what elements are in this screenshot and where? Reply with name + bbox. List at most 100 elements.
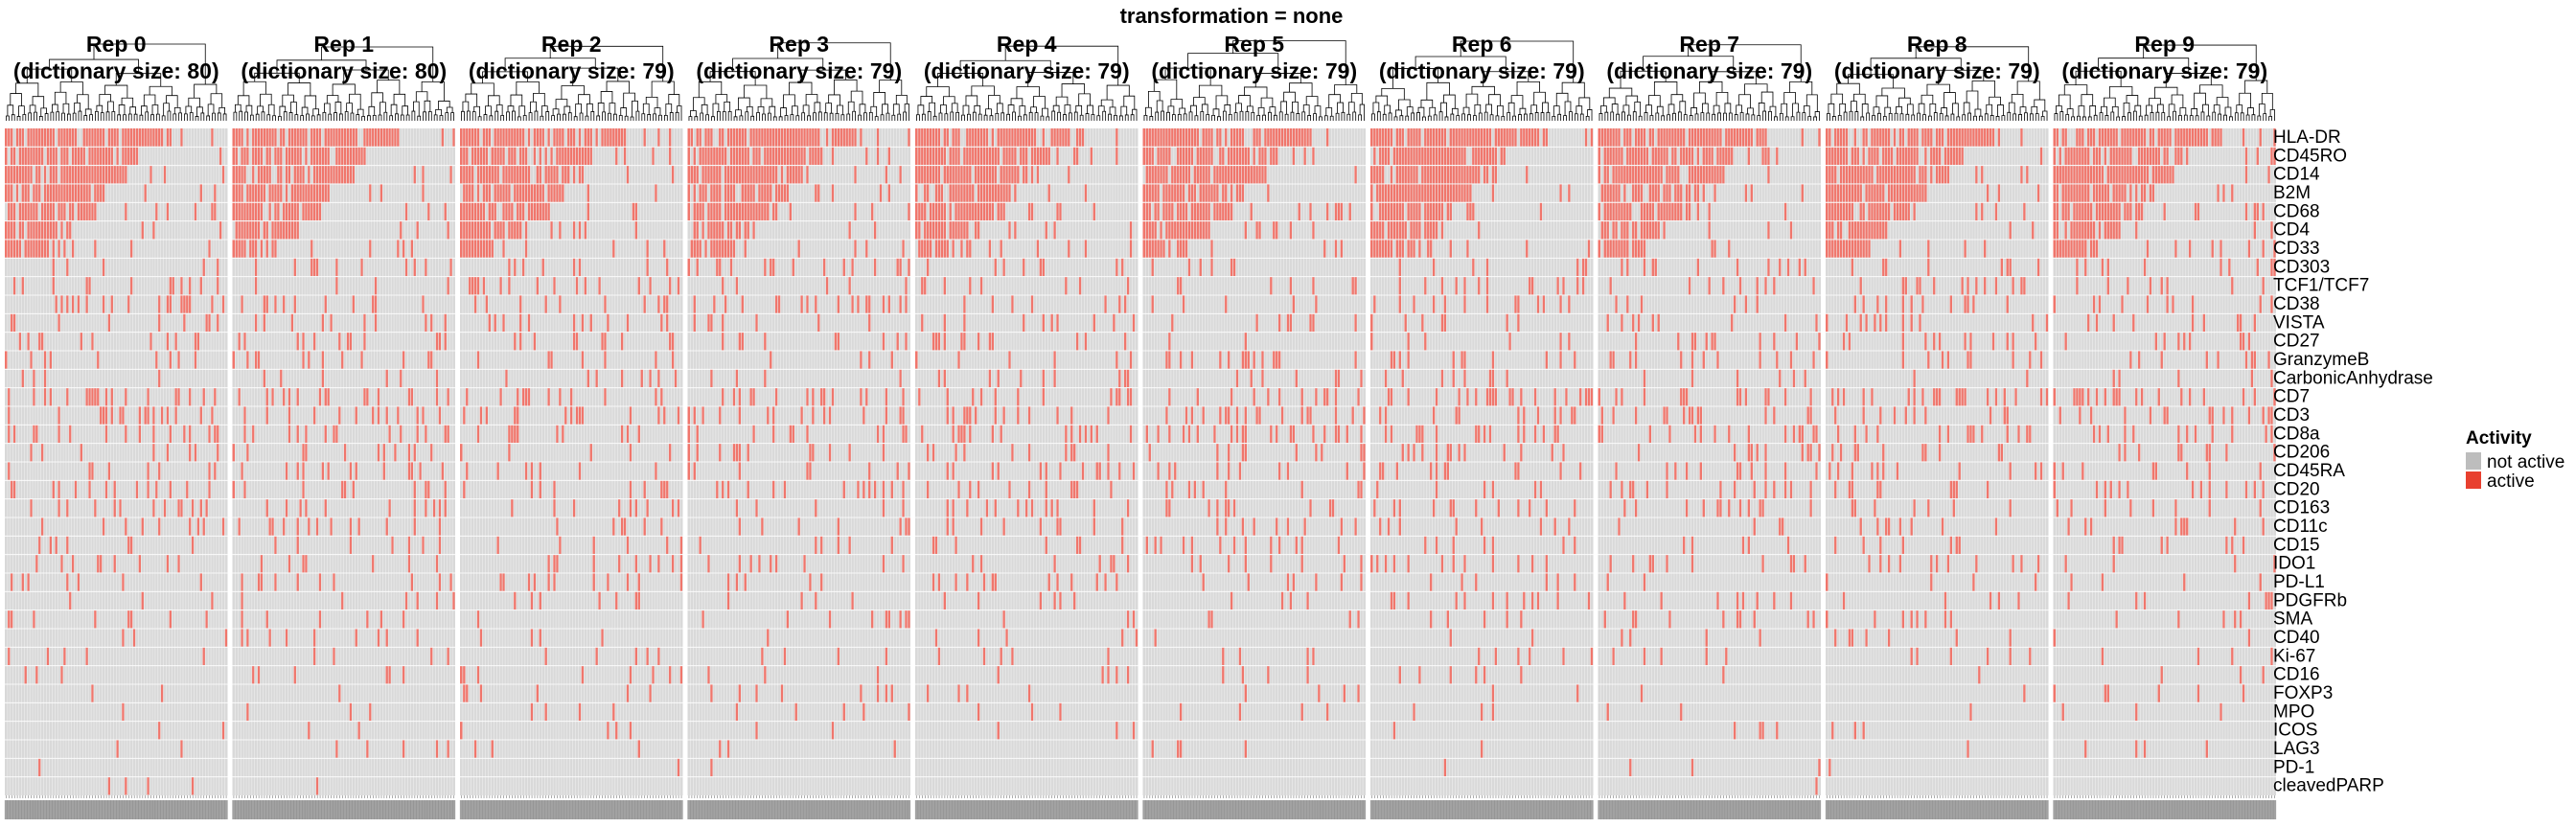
heatmap-cell-active	[917, 387, 921, 406]
heatmap-cell-active	[363, 332, 366, 351]
heatmap-cell-active	[315, 184, 319, 202]
heatmap-cell-active	[468, 220, 472, 240]
heatmap-cell-active	[893, 740, 896, 758]
heatmap-cell-active	[462, 480, 466, 499]
column-tick-label	[18, 800, 22, 819]
heatmap-cell-active	[726, 220, 730, 240]
heatmap-cell-active	[52, 147, 55, 166]
heatmap-cell-active	[265, 610, 268, 629]
heatmap-cell-active	[794, 147, 797, 166]
heatmap-cell-active	[521, 202, 525, 221]
dendrogram-branch	[1012, 111, 1016, 121]
heatmap-cell-active	[55, 536, 58, 555]
heatmap-cell-active	[296, 128, 299, 147]
heatmap-cell-active	[1413, 147, 1415, 166]
column-tick-label	[1170, 800, 1175, 819]
heatmap-cell-active	[1269, 276, 1273, 295]
column-tick-label	[578, 800, 582, 819]
column-tick-label	[867, 800, 871, 819]
heatmap-cell-active	[1280, 128, 1284, 147]
heatmap-cell-active	[479, 406, 483, 425]
heatmap-cell-active	[324, 387, 327, 406]
heatmap-cell-active	[1022, 165, 1025, 184]
heatmap-cell-active	[923, 202, 927, 221]
heatmap-cell-active	[1084, 184, 1088, 202]
heatmap-cell-active	[402, 665, 405, 684]
column-tick-label	[191, 800, 195, 819]
heatmap-cell-active	[12, 240, 16, 258]
heatmap-cell-active	[30, 128, 33, 147]
dendrogram-branch	[1292, 101, 1299, 114]
dendrogram-branch	[850, 90, 863, 104]
heatmap-cell-active	[902, 387, 905, 406]
heatmap-cell-active	[74, 480, 78, 499]
heatmap-cell-active	[614, 147, 618, 166]
column-tick-label	[494, 800, 497, 819]
heatmap-cell-active	[27, 202, 30, 221]
dendrogram-branch	[1251, 111, 1255, 121]
dendrogram-branch	[461, 110, 465, 121]
heatmap-cell-active	[68, 202, 72, 221]
heatmap-cell-active	[687, 406, 691, 425]
heatmap-cell-active	[665, 313, 669, 333]
column-tick-label	[747, 800, 750, 819]
heatmap-cell-active	[1205, 128, 1208, 147]
heatmap-cell-active	[34, 147, 38, 166]
heatmap-cell-active	[1190, 184, 1194, 202]
heatmap-cell-active	[1277, 351, 1281, 369]
column-tick-label	[1230, 800, 1233, 819]
heatmap-cell-active	[771, 258, 775, 277]
heatmap-cell-active	[263, 295, 265, 313]
dendrogram-branch	[218, 106, 225, 114]
heatmap-cell-active	[1078, 276, 1082, 295]
column-tick-label	[188, 800, 192, 819]
heatmap-cell-active	[988, 332, 992, 351]
column-tick-label	[1036, 800, 1040, 819]
heatmap-cell-active	[1081, 128, 1085, 147]
heatmap-cell-active	[1132, 462, 1136, 480]
heatmap-cell-active	[755, 165, 758, 184]
heatmap-cell-active	[1179, 147, 1183, 166]
heatmap-cell-active	[1298, 202, 1300, 221]
heatmap-cell-active	[368, 184, 372, 202]
heatmap-cell-active	[1000, 202, 1002, 221]
heatmap-cell-active	[1196, 425, 1199, 444]
column-tick-label	[575, 800, 579, 819]
heatmap-cell-active	[126, 536, 130, 555]
heatmap-cell-active	[521, 184, 525, 202]
heatmap-cell-active	[349, 332, 353, 351]
dendrogram-branch	[814, 102, 821, 113]
panel-subtitle: (dictionary size: 79)	[1379, 58, 1585, 83]
heatmap-cell-active	[715, 240, 719, 258]
column-tick-label	[611, 800, 615, 819]
heatmap-cell-active	[71, 147, 75, 166]
heatmap-cell-active	[324, 295, 327, 313]
heatmap-cell-active	[107, 776, 111, 795]
heatmap-cell-active	[696, 128, 699, 147]
heatmap-cell-active	[150, 165, 152, 184]
heatmap-cell-active	[1157, 128, 1160, 147]
heatmap-cell-active	[626, 573, 630, 591]
column-tick-label	[365, 800, 370, 819]
heatmap-cell-active	[923, 240, 927, 258]
heatmap-cell-active	[246, 443, 249, 462]
heatmap-cell-active	[834, 332, 838, 351]
heatmap-cell-active	[1190, 406, 1194, 425]
dendrogram-branch	[1055, 96, 1069, 106]
heatmap-cell-active	[677, 276, 680, 295]
heatmap-cell-active	[960, 184, 963, 202]
column-tick-label	[68, 800, 72, 819]
heatmap-cell-active	[963, 165, 966, 184]
dendrogram-branch	[288, 82, 311, 96]
column-tick-label	[1357, 800, 1361, 819]
column-tick-label	[208, 800, 212, 819]
heatmap-cell-active	[60, 128, 63, 147]
heatmap-cell-active	[113, 165, 116, 184]
heatmap-cell-active	[7, 406, 11, 425]
heatmap-cell-active	[1182, 295, 1185, 313]
heatmap-cell-active	[33, 369, 35, 388]
dendrogram-branch	[609, 103, 616, 115]
heatmap-cell-active	[312, 647, 316, 666]
heatmap-cell-active	[499, 387, 502, 406]
dendrogram-branch	[438, 101, 450, 110]
